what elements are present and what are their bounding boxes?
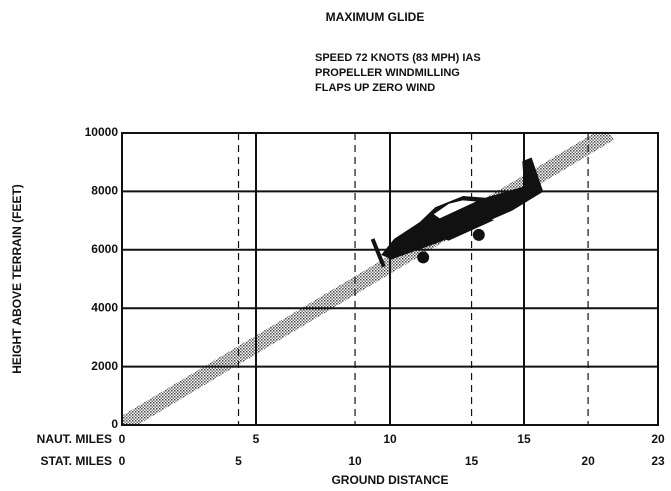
x-tick-label: 15 [517, 432, 531, 446]
y-tick-label: 4000 [91, 300, 118, 314]
y-tick-label: 8000 [91, 184, 118, 198]
x2-axis-row-label: STAT. MILES [40, 454, 112, 468]
x2-tick-label: 23 [651, 454, 665, 468]
x2-tick-label: 15 [465, 454, 479, 468]
x-tick-label: 20 [651, 432, 665, 446]
y-tick-label: 0 [111, 417, 118, 431]
x2-tick-label: 20 [581, 454, 595, 468]
y-tick-label: 10000 [85, 125, 119, 139]
x-axis-label: GROUND DISTANCE [331, 473, 448, 487]
x-axis-row-label: NAUT. MILES [37, 432, 112, 446]
y-axis-label: HEIGHT ABOVE TERRAIN (FEET) [10, 184, 24, 374]
subtitle: SPEED 72 KNOTS (83 MPH) IAS [315, 52, 481, 64]
subtitle: FLAPS UP ZERO WIND [315, 82, 435, 94]
y-tick-label: 6000 [91, 242, 118, 256]
x2-tick-label: 5 [235, 454, 242, 468]
x-tick-label: 0 [119, 432, 126, 446]
subtitle: PROPELLER WINDMILLING [315, 67, 460, 79]
y-tick-label: 2000 [91, 359, 118, 373]
x2-tick-label: 0 [119, 454, 126, 468]
x2-tick-label: 10 [348, 454, 362, 468]
x-tick-label: 10 [383, 432, 397, 446]
x-tick-label: 5 [253, 432, 260, 446]
airplane [370, 157, 544, 268]
chart-title: MAXIMUM GLIDE [326, 10, 425, 24]
